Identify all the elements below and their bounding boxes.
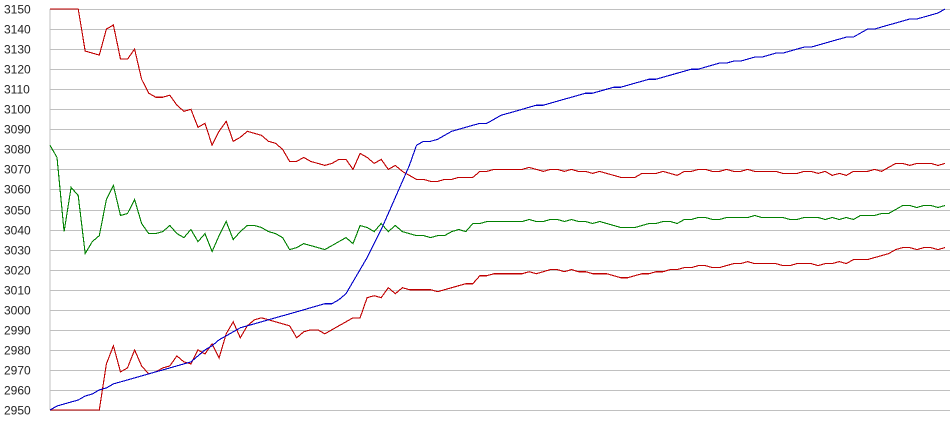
y-tick-label: 3020 bbox=[4, 264, 31, 278]
y-tick-label: 3060 bbox=[4, 183, 31, 197]
y-tick-label: 2960 bbox=[4, 384, 31, 398]
y-tick-label: 3080 bbox=[4, 143, 31, 157]
gridlines bbox=[50, 9, 950, 411]
y-tick-label: 3030 bbox=[4, 244, 31, 258]
y-tick-label: 3050 bbox=[4, 204, 31, 218]
y-tick-label: 3110 bbox=[4, 83, 30, 97]
series-line-4 bbox=[49, 8, 946, 411]
y-tick-label: 3000 bbox=[4, 304, 31, 318]
y-tick-label: 3090 bbox=[4, 123, 31, 137]
y-tick-label: 2950 bbox=[4, 404, 31, 418]
y-tick-label: 3120 bbox=[4, 63, 31, 77]
y-tick-label: 3140 bbox=[4, 23, 31, 37]
y-tick-label: 2990 bbox=[4, 324, 31, 338]
series-line-2 bbox=[49, 145, 946, 256]
series-line-3 bbox=[50, 247, 946, 411]
y-tick-label: 3130 bbox=[4, 43, 31, 57]
series-group bbox=[49, 8, 946, 411]
y-tick-label: 3070 bbox=[4, 163, 31, 177]
y-tick-label: 2980 bbox=[4, 344, 31, 358]
y-tick-label: 3010 bbox=[4, 284, 31, 298]
y-tick-label: 3150 bbox=[4, 3, 31, 17]
y-axis-ticks: 3150 3140 3130 3120 3110 3100 3090 3080 3070 3060… bbox=[4, 3, 31, 418]
y-tick-label: 2970 bbox=[4, 364, 31, 378]
y-tick-label: 3100 bbox=[4, 103, 31, 117]
y-tick-label: 3040 bbox=[4, 224, 31, 238]
series-line-1 bbox=[50, 8, 946, 182]
